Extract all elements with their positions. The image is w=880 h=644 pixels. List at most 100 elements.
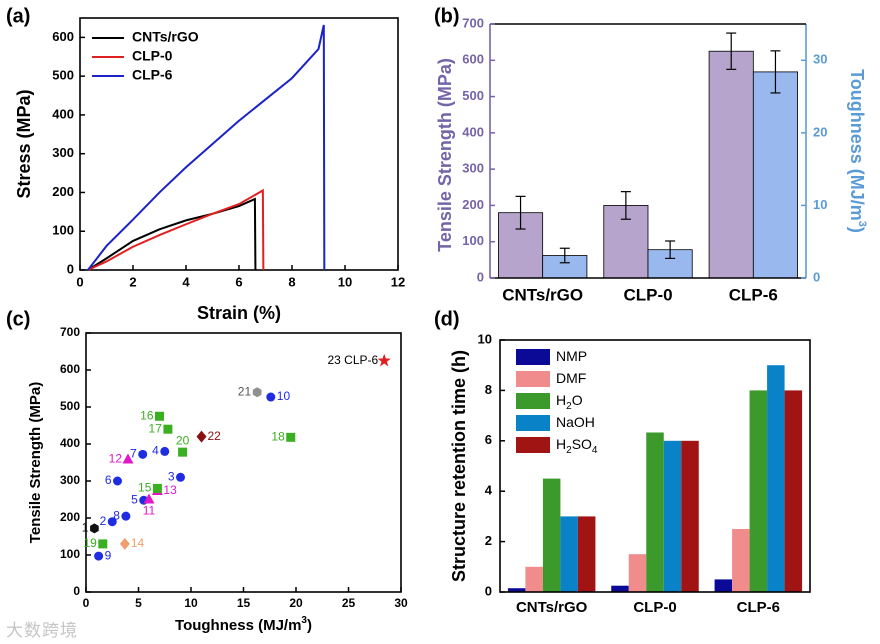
series-line-CLP-6 <box>87 24 326 271</box>
y-tick-label-c: 300 <box>60 473 80 487</box>
x-tick-label-c: 30 <box>394 596 408 610</box>
data-point-3 <box>176 472 185 482</box>
legend-label-CNTs/rGO: CNTs/rGO <box>132 29 199 45</box>
x-tick-label-a: 2 <box>129 274 136 289</box>
bar-H2O-CNTs/rGO <box>542 478 561 592</box>
bar-NaOH-CNTs/rGO <box>560 516 578 592</box>
bar-H2SO4-CLP-0 <box>681 440 699 592</box>
legend-label-CLP-0: CLP-0 <box>132 48 173 64</box>
series-line-CNTs/rGO <box>87 197 257 271</box>
point-label-12: 12 <box>109 452 123 466</box>
data-point-17 <box>163 424 173 434</box>
y-tick-label-a: 0 <box>67 261 74 276</box>
data-point-10 <box>266 392 276 402</box>
data-point-7 <box>138 449 148 459</box>
panel-label-c: (c) <box>6 308 30 330</box>
legend-label-H2O: H2O <box>556 392 583 412</box>
watermark-text: 大数跨境 <box>6 621 78 641</box>
point-label-19: 19 <box>83 536 97 550</box>
series-line-CLP-0 <box>87 188 265 271</box>
bar-Tensile Strength-CLP-6 <box>708 50 754 279</box>
legend-label-NaOH: NaOH <box>556 414 595 430</box>
bar-NMP-CLP-0 <box>611 585 629 592</box>
y-tick-label-a: 300 <box>52 145 74 160</box>
legend-swatch-NMP <box>516 349 550 365</box>
y-tick-label-left-b: 700 <box>462 15 484 30</box>
x-axis-label-a: Strain (%) <box>197 303 281 323</box>
data-point-11 <box>143 493 155 504</box>
y-tick-label-a: 600 <box>52 29 74 44</box>
point-label-18: 18 <box>271 430 285 444</box>
plot-frame-a <box>79 17 399 271</box>
y-tick-label-d: 6 <box>485 432 492 447</box>
y-tick-label-left-b: 200 <box>462 197 484 212</box>
point-label-10: 10 <box>277 389 291 403</box>
data-point-15 <box>152 483 162 493</box>
data-point-23 CLP-6 <box>377 353 391 367</box>
bar-NaOH-CLP-6 <box>767 365 785 592</box>
y-tick-label-d: 4 <box>485 483 493 498</box>
data-point-4 <box>160 446 170 456</box>
plot-frame-d <box>499 339 811 593</box>
data-point-2 <box>107 517 117 527</box>
data-point-19 <box>98 539 108 549</box>
x-tick-label-c: 20 <box>289 596 303 610</box>
point-label-4: 4 <box>152 444 159 458</box>
bar-NMP-CNTs/rGO <box>507 588 526 592</box>
point-label-20: 20 <box>176 433 190 447</box>
y-tick-label-left-b: 0 <box>477 269 484 284</box>
y-tick-label-left-b: 500 <box>462 88 484 103</box>
y-tick-label-c: 600 <box>60 362 80 376</box>
bar-H2SO4-CLP-6 <box>784 390 803 592</box>
legend-swatch-H2SO4 <box>516 437 550 453</box>
y-tick-label-right-b: 0 <box>813 269 820 284</box>
x-axis-label-c: Toughness (MJ/m3) <box>175 615 312 634</box>
y-tick-label-c: 700 <box>60 325 80 339</box>
y-tick-label-left-b: 600 <box>462 52 484 67</box>
x-tick-label-a: 8 <box>288 274 295 289</box>
data-point-12 <box>122 453 134 464</box>
data-point-16 <box>155 411 164 421</box>
data-point-21 <box>252 387 262 398</box>
x-tick-label-a: 6 <box>235 274 242 289</box>
y-tick-label-c: 200 <box>60 510 80 524</box>
x-tick-label-a: 10 <box>338 274 352 289</box>
category-label-b: CLP-6 <box>729 285 778 304</box>
point-label-8: 8 <box>113 508 120 522</box>
y-tick-label-c: 0 <box>73 584 80 598</box>
y-tick-label-c: 500 <box>60 399 80 413</box>
y-axis-label-c: Tensile Strength (MPa) <box>27 382 44 543</box>
x-tick-label-c: 25 <box>342 596 356 610</box>
point-label-6: 6 <box>105 473 112 487</box>
plot-frame-c <box>85 332 402 593</box>
x-tick-label-a: 0 <box>76 274 83 289</box>
panel-label-a: (a) <box>6 5 30 27</box>
bar-NaOH-CLP-0 <box>663 440 682 592</box>
bar-DMF-CLP-6 <box>732 529 750 592</box>
data-point-9 <box>94 551 104 561</box>
bar-DMF-CLP-0 <box>628 554 647 592</box>
y-tick-label-a: 500 <box>52 68 74 83</box>
bar-Toughness-CLP-6 <box>752 71 798 279</box>
y-axis-label-d: Structure retention time (h) <box>449 350 469 582</box>
legend-label-CLP-6: CLP-6 <box>132 67 173 83</box>
data-point-6 <box>113 476 122 486</box>
point-label-3: 3 <box>168 469 175 483</box>
panel-label-d: (d) <box>434 308 460 330</box>
point-label-15: 15 <box>138 481 152 495</box>
point-label-14: 14 <box>131 536 145 550</box>
x-tick-label-a: 12 <box>391 274 405 289</box>
y-tick-label-right-b: 30 <box>813 52 827 67</box>
point-label-21: 21 <box>238 384 252 398</box>
y-tick-label-d: 2 <box>485 533 492 548</box>
point-label-1: 1 <box>82 521 89 535</box>
point-label-5: 5 <box>131 492 138 506</box>
y-tick-label-a: 100 <box>52 223 74 238</box>
y-tick-label-left-b: 400 <box>462 124 484 139</box>
y-tick-label-c: 100 <box>60 547 80 561</box>
x-tick-label-a: 4 <box>182 274 190 289</box>
y-axis-label-a: Stress (MPa) <box>14 89 34 198</box>
legend-swatch-NaOH <box>516 415 550 431</box>
y-tick-label-c: 400 <box>60 436 80 450</box>
